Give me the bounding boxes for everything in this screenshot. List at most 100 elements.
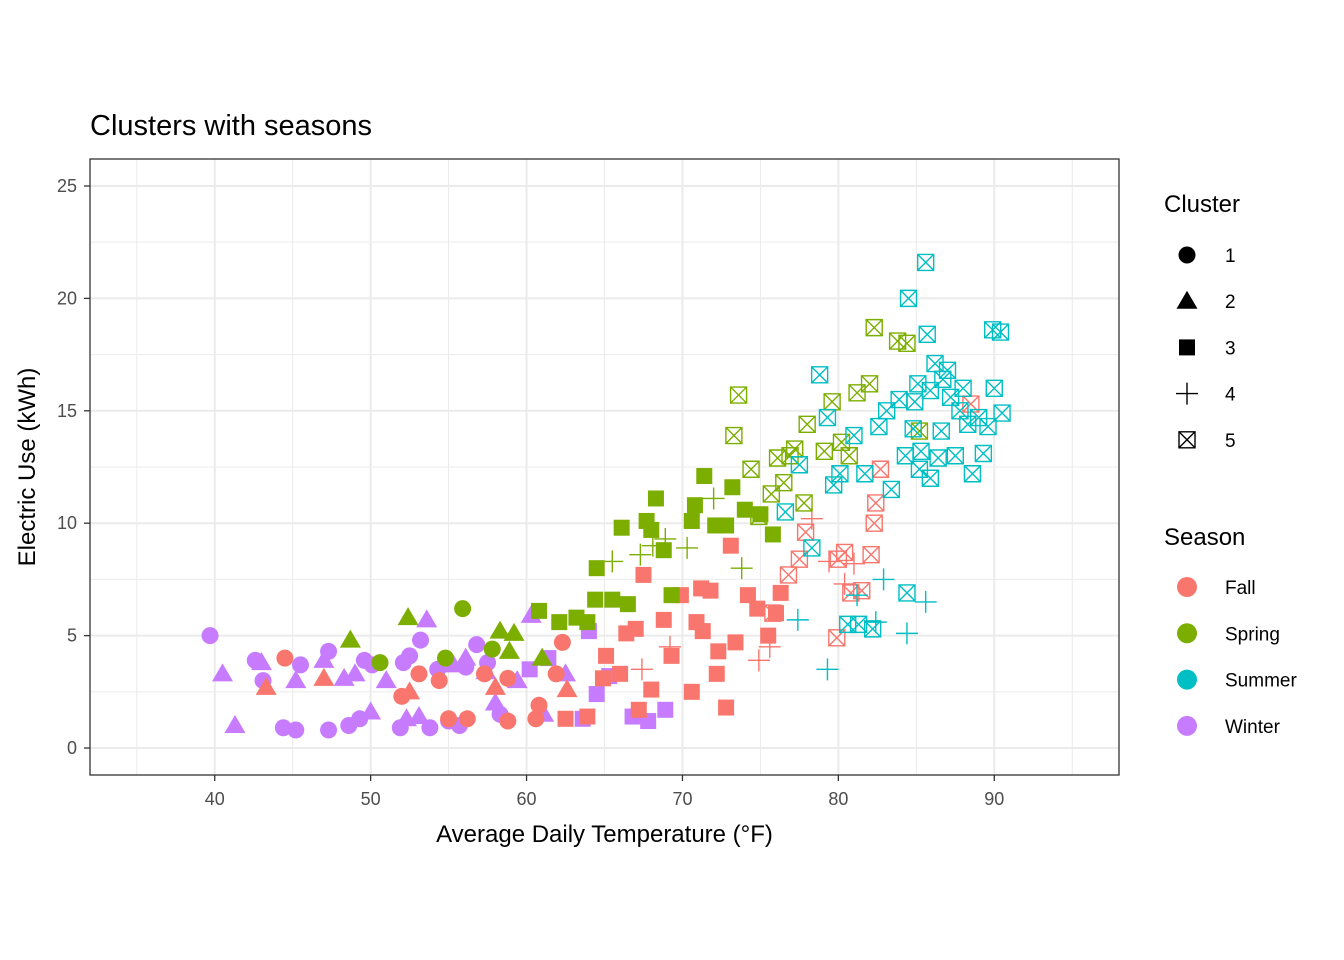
season-legend-title: Season: [1164, 524, 1245, 551]
data-point-fall-cluster-3: [710, 643, 727, 660]
data-point-summer-cluster-4: [846, 584, 869, 607]
data-point-fall-cluster-1: [499, 669, 517, 687]
data-point-spring-cluster-5: [898, 334, 916, 353]
data-point-winter-cluster-1: [320, 721, 338, 739]
data-point-summer-cluster-5: [946, 447, 964, 465]
data-point-summer-cluster-5: [904, 420, 922, 438]
plot-panel-border: [89, 158, 1120, 776]
data-point-summer-cluster-5: [877, 402, 896, 420]
data-point-fall-cluster-1: [440, 710, 458, 728]
data-point-fall-cluster-5: [835, 543, 854, 562]
data-point-summer-cluster-5: [845, 426, 863, 445]
data-point-spring-cluster-5: [762, 485, 781, 503]
data-point-spring-cluster-5: [860, 375, 879, 393]
data-point-fall-cluster-3: [557, 710, 574, 727]
data-point-spring-cluster-3: [587, 591, 604, 608]
legend-label-cluster-2: 2: [1225, 292, 1236, 313]
legend-key-winter: [1177, 715, 1197, 736]
data-point-spring-cluster-3: [764, 526, 781, 543]
data-point-spring-cluster-2: [339, 629, 361, 648]
legend-key-cluster-3: [1179, 339, 1195, 356]
data-point-fall-cluster-3: [655, 611, 672, 628]
data-point-fall-cluster-3: [749, 600, 766, 617]
data-point-fall-cluster-3: [630, 701, 647, 718]
data-point-winter-cluster-1: [412, 631, 430, 649]
data-point-spring-cluster-3: [655, 542, 672, 559]
data-point-spring-cluster-5: [729, 386, 748, 404]
data-point-spring-cluster-5: [865, 318, 883, 337]
data-point-fall-cluster-4: [630, 658, 653, 681]
data-point-summer-cluster-4: [816, 658, 839, 681]
legend-key-summer: [1177, 669, 1197, 690]
x-axis: 40 50 60 70 80 90: [205, 775, 1004, 809]
season-legend: Season Fall Spring Summer Winter: [1164, 524, 1297, 738]
data-point-winter-cluster-3: [588, 686, 605, 703]
data-point-spring-cluster-3: [579, 614, 596, 631]
data-point-spring-cluster-4: [702, 487, 725, 510]
x-tick-label: 60: [517, 789, 537, 809]
data-point-spring-cluster-4: [629, 543, 652, 566]
data-point-spring-cluster-1: [483, 640, 501, 658]
data-point-fall-cluster-3: [768, 605, 784, 622]
data-point-spring-cluster-4: [654, 527, 677, 550]
data-point-fall-cluster-1: [410, 665, 428, 683]
data-point-spring-cluster-5: [742, 460, 760, 478]
data-point-summer-cluster-5: [991, 323, 1010, 341]
legend-key-cluster-5: [1178, 431, 1196, 449]
data-point-spring-cluster-2: [531, 647, 553, 666]
data-point-fall-cluster-3: [760, 627, 777, 644]
data-point-winter-cluster-1: [468, 636, 486, 654]
data-point-fall-cluster-3: [683, 683, 700, 700]
legend-key-spring: [1177, 623, 1197, 644]
data-point-fall-cluster-4: [833, 572, 856, 595]
data-point-spring-cluster-3: [531, 602, 548, 619]
data-point-summer-cluster-5: [929, 449, 947, 467]
data-point-fall-cluster-5: [790, 550, 809, 568]
data-point-summer-cluster-5: [954, 379, 972, 398]
y-tick-label: 25: [57, 176, 77, 196]
data-point-summer-cluster-4: [872, 568, 895, 591]
data-point-spring-cluster-5: [725, 426, 743, 445]
legend-label-cluster-3: 3: [1225, 338, 1236, 359]
data-point-fall-cluster-1: [499, 712, 517, 730]
y-axis: 0 5 10 15 20 25: [57, 176, 90, 758]
data-point-spring-cluster-5: [815, 442, 834, 460]
data-point-summer-cluster-5: [810, 366, 829, 384]
data-point-winter-cluster-2: [455, 647, 477, 666]
data-point-spring-cluster-2: [498, 640, 520, 659]
data-point-winter-cluster-2: [416, 609, 438, 628]
data-point-summer-cluster-5: [831, 465, 849, 483]
data-point-spring-cluster-5: [798, 415, 816, 433]
data-point-fall-cluster-1: [530, 696, 548, 714]
data-point-fall-cluster-3: [722, 537, 739, 554]
data-point-spring-cluster-5: [840, 447, 858, 465]
data-point-fall-cluster-1: [276, 649, 294, 667]
x-tick-label: 50: [361, 789, 381, 809]
data-point-spring-cluster-3: [663, 587, 680, 604]
data-point-summer-cluster-5: [938, 361, 957, 380]
data-point-summer-cluster-5: [951, 402, 969, 420]
data-point-spring-cluster-4: [601, 550, 624, 573]
data-point-fall-cluster-3: [635, 566, 652, 583]
data-point-fall-cluster-1: [475, 665, 493, 683]
y-tick-label: 20: [57, 288, 77, 308]
chart-title: Clusters with seasons: [90, 110, 372, 142]
data-point-fall-cluster-3: [643, 681, 660, 698]
data-point-spring-cluster-3: [619, 596, 636, 613]
data-point-fall-cluster-3: [594, 670, 611, 687]
y-tick-label: 5: [67, 626, 77, 646]
data-point-spring-cluster-2: [397, 607, 419, 626]
data-point-spring-cluster-5: [775, 474, 793, 492]
data-point-summer-cluster-5: [882, 480, 901, 499]
data-point-winter-cluster-2: [224, 715, 246, 734]
data-point-fall-cluster-3: [612, 665, 629, 682]
data-point-summer-cluster-4: [864, 611, 887, 634]
data-point-spring-cluster-1: [454, 600, 472, 618]
data-point-fall-cluster-1: [458, 710, 476, 728]
data-point-spring-cluster-3: [604, 591, 621, 608]
data-point-winter-cluster-2: [484, 692, 506, 711]
x-tick-label: 70: [672, 789, 692, 809]
data-point-fall-cluster-3: [708, 665, 725, 682]
data-point-fall-cluster-3: [718, 699, 735, 716]
